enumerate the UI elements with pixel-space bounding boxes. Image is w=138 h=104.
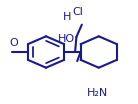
Text: H₂N: H₂N (87, 88, 108, 98)
Text: HO: HO (58, 34, 75, 44)
Text: O: O (10, 38, 19, 48)
Text: H: H (63, 12, 71, 22)
Text: Cl: Cl (72, 7, 83, 17)
